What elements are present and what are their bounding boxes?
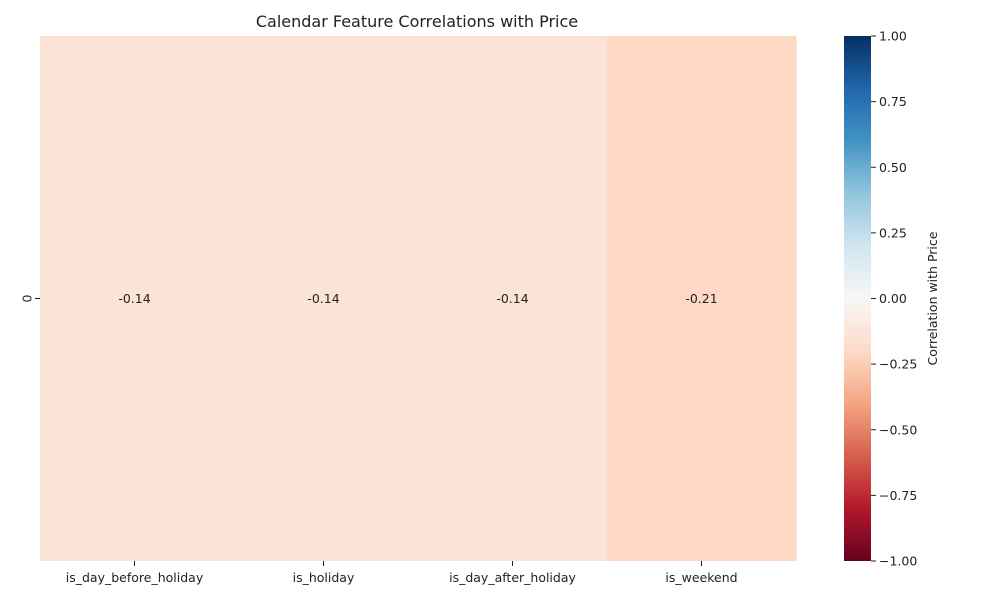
heatmap-cell [229,36,419,561]
heatmap-cell [40,36,230,561]
x-tick-label: is_weekend [665,570,737,585]
chart-title: Calendar Feature Correlations with Price [256,12,578,31]
cell-value-label: -0.14 [118,291,150,306]
colorbar-tick-label: −0.25 [879,357,917,372]
cell-value-label: -0.21 [685,291,717,306]
colorbar-tick-label: −0.50 [879,422,917,437]
x-tick-label: is_day_before_holiday [66,570,204,585]
colorbar-tick-label: −0.75 [879,488,917,503]
colorbar-tick-label: 0.00 [879,291,907,306]
y-axis: 0 [19,294,40,302]
x-tick-label: is_holiday [293,570,355,585]
colorbar: −1.00 −0.75 −0.50 −0.25 0.00 0.25 0.50 0.75 1.00… [844,29,940,569]
y-tick-label: 0 [19,294,34,302]
cell-value-label: -0.14 [496,291,528,306]
x-tick-label: is_day_after_holiday [449,570,576,585]
heatmap-cells: -0.14 -0.14 -0.14 -0.21 [40,36,797,561]
colorbar-tick-label: 1.00 [879,29,907,44]
cell-value-label: -0.14 [307,291,339,306]
colorbar-tick-label: −1.00 [879,554,917,569]
colorbar-label: Correlation with Price [925,231,940,365]
heatmap-cell [418,36,608,561]
colorbar-tick-label: 0.75 [879,94,907,109]
x-axis: is_day_before_holiday is_holiday is_day_af… [66,561,738,585]
heatmap-cell [607,36,797,561]
colorbar-gradient [844,36,871,561]
colorbar-tick-label: 0.50 [879,160,907,175]
colorbar-tick-label: 0.25 [879,225,907,240]
